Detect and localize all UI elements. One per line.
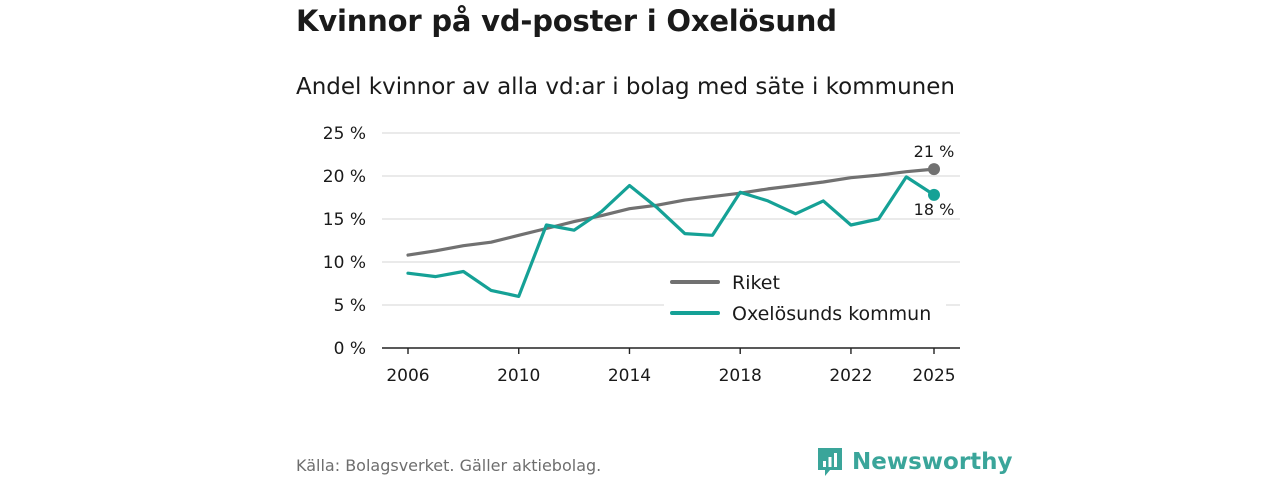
brand-name: Newsworthy [852, 449, 1013, 475]
y-tick-label: 20 % [323, 167, 366, 187]
end-point-kommun [928, 188, 940, 201]
x-tick-label: 2006 [386, 366, 429, 386]
x-tick-label: 2022 [829, 366, 872, 386]
y-tick-label: 10 % [323, 253, 366, 273]
y-tick-label: 25 % [323, 124, 366, 144]
x-tick-label: 2025 [912, 366, 955, 386]
legend-background [664, 266, 946, 330]
x-tick-label: 2018 [719, 366, 762, 386]
x-tick-label: 2014 [608, 366, 651, 386]
end-label-kommun: 18 % [914, 200, 955, 219]
chart-title: Kvinnor på vd-poster i Oxelösund [296, 4, 837, 38]
end-point-riket [928, 163, 940, 176]
x-tick-label: 2010 [497, 366, 540, 386]
end-label-riket: 21 % [914, 142, 955, 161]
series-line-kommun [406, 175, 936, 298]
y-tick-label: 15 % [323, 210, 366, 230]
y-tick-label: 0 % [334, 339, 366, 359]
series-line-riket [406, 167, 936, 257]
legend-label-riket: Riket [732, 272, 780, 294]
source-note: Källa: Bolagsverket. Gäller aktiebolag. [296, 456, 602, 475]
y-tick-label: 5 % [334, 296, 366, 316]
newsworthy-bar-icon [818, 448, 842, 476]
newsworthy-logo: Newsworthy [816, 446, 1013, 478]
legend-label-kommun: Oxelösunds kommun [732, 303, 931, 325]
chart-subtitle: Andel kvinnor av alla vd:ar i bolag med … [296, 74, 955, 100]
